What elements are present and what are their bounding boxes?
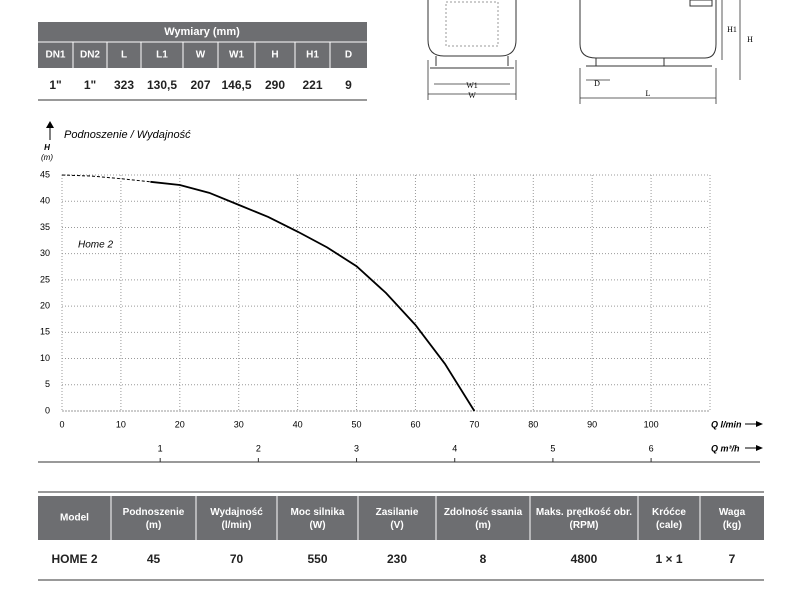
x-arrowhead [756, 445, 763, 451]
specs-cell: 7 [729, 552, 736, 566]
x2-label: Q m³/h [711, 443, 740, 453]
x-tick-label: 20 [175, 419, 185, 429]
table-header: DN1 [45, 50, 65, 61]
table-cell: 290 [265, 78, 285, 92]
dim-label: H [747, 35, 753, 44]
x-tick-label: 80 [528, 419, 538, 429]
table-cell: 9 [345, 78, 352, 92]
x-tick-label: 70 [469, 419, 479, 429]
x-tick-label: 50 [352, 419, 362, 429]
dim-label: D [594, 79, 600, 88]
y-arrowhead [46, 121, 54, 128]
table-cell: 146,5 [221, 78, 251, 92]
specs-header: Waga (kg) [719, 507, 746, 531]
x2-tick-label: 3 [354, 443, 359, 453]
x2-tick-label: 5 [550, 443, 555, 453]
x-tick-label: 60 [410, 419, 420, 429]
table-header: D [345, 50, 352, 61]
dim-label: W [468, 91, 476, 100]
specs-header: Maks. prędkość obr. (RPM) [536, 507, 632, 531]
chart-title: Podnoszenie / Wydajność [64, 129, 191, 141]
x2-tick-label: 1 [158, 443, 163, 453]
curve-label: Home 2 [78, 240, 113, 251]
y-tick-label: 15 [40, 327, 50, 337]
table-cell: 1" [49, 78, 61, 92]
x-tick-label: 100 [644, 419, 659, 429]
specs-cell: HOME 2 [51, 552, 97, 566]
x-tick-label: 90 [587, 419, 597, 429]
y-tick-label: 25 [40, 274, 50, 284]
x2-tick-label: 2 [256, 443, 261, 453]
x-tick-label: 0 [59, 419, 64, 429]
table-header: H1 [306, 50, 319, 61]
y-tick-label: 0 [45, 405, 50, 415]
y-tick-label: 35 [40, 222, 50, 232]
x-tick-label: 30 [234, 419, 244, 429]
specs-header: Zdolność ssania (m) [444, 507, 523, 531]
table-cell: 1" [84, 78, 96, 92]
y-tick-label: 10 [40, 353, 50, 363]
y-tick-label: 30 [40, 248, 50, 258]
specs-cell: 1 × 1 [655, 552, 682, 566]
specs-cell: 230 [387, 552, 407, 566]
table-cell: 130,5 [147, 78, 177, 92]
specs-header: Podnoszenie (m) [123, 507, 185, 531]
specs-header: Moc silnika (W) [291, 507, 345, 531]
specs-header: Zasilanie (V) [376, 507, 419, 531]
x2-tick-label: 6 [649, 443, 654, 453]
y-tick-label: 5 [45, 379, 50, 389]
specs-cell: 45 [147, 552, 161, 566]
table-header: L [121, 50, 127, 61]
x-tick-label: 10 [116, 419, 126, 429]
specs-cell: 4800 [571, 552, 598, 566]
curve [61, 174, 151, 183]
specs-header: Króćce (cale) [652, 507, 686, 531]
y-tick-label: 40 [40, 196, 50, 206]
specs-header: Wydajność (l/min) [210, 507, 263, 531]
specs-header-bg [38, 496, 764, 540]
y-label: H [44, 143, 50, 152]
specs-header: Model [60, 513, 89, 524]
table-header: W [196, 50, 206, 61]
specs-cell: 70 [230, 552, 244, 566]
table-header: DN2 [80, 50, 100, 61]
x2-tick-label: 4 [452, 443, 457, 453]
dim-label: W1 [466, 81, 478, 90]
table-title: Wymiary (mm) [164, 26, 240, 38]
table-header: L1 [156, 50, 168, 61]
pump-drawing [427, 0, 741, 104]
table-cell: 207 [190, 78, 210, 92]
table-header: W1 [229, 50, 244, 61]
y-unit: (m) [41, 153, 53, 162]
y-tick-label: 20 [40, 300, 50, 310]
specs-cell: 8 [480, 552, 487, 566]
x-tick-label: 40 [293, 419, 303, 429]
table-cell: 323 [114, 78, 134, 92]
dim-label: H1 [727, 25, 737, 34]
table-header: H [271, 50, 278, 61]
table-cell: 221 [302, 78, 322, 92]
y-tick-label: 45 [40, 169, 50, 179]
dim-label: L [646, 89, 651, 98]
table-header-bg [38, 22, 367, 68]
x-label: Q l/min [711, 419, 742, 429]
curve [150, 180, 476, 412]
x-arrowhead [756, 421, 763, 427]
specs-cell: 550 [307, 552, 327, 566]
